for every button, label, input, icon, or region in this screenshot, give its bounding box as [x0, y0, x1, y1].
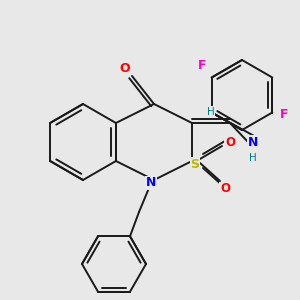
Text: O: O [225, 136, 235, 148]
Text: H: H [207, 107, 215, 117]
Text: S: S [190, 158, 200, 170]
Text: O: O [220, 182, 230, 196]
Text: O: O [120, 61, 130, 74]
Text: N: N [146, 176, 156, 190]
Text: F: F [197, 59, 206, 72]
Text: N: N [248, 136, 258, 148]
Text: H: H [249, 153, 257, 163]
Text: F: F [280, 108, 289, 121]
